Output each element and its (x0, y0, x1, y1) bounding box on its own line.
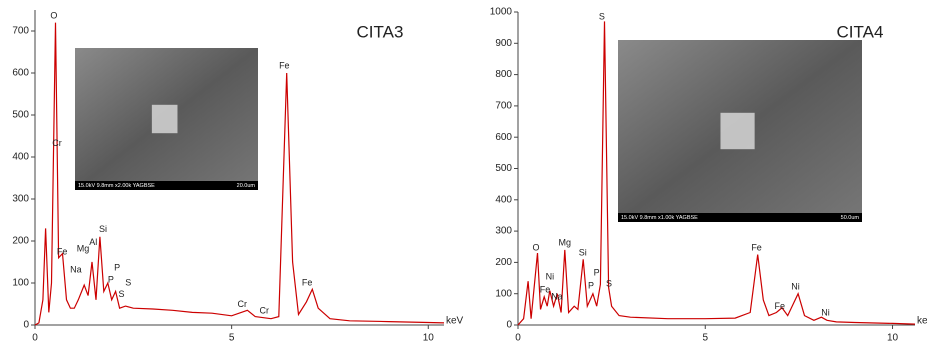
sem-caption: 15.0kV 9.8mm x2.00k YAGBSE (78, 183, 155, 189)
y-tick-label: 600 (12, 68, 29, 79)
y-tick-label: 900 (495, 38, 512, 49)
y-tick-label: 600 (495, 132, 512, 143)
x-tick-label: 5 (702, 333, 708, 342)
peak-label: Ni (791, 282, 800, 292)
spectrum-line (34, 22, 445, 326)
peak-label: P (114, 262, 120, 272)
x-tick-label: 10 (423, 333, 435, 342)
y-tick-label: 400 (12, 152, 29, 163)
peak-label: P (588, 280, 594, 290)
sem-caption-bar (618, 213, 862, 222)
peak-label: Mg (559, 237, 572, 247)
peak-label: Al (89, 237, 97, 247)
peak-label: S (125, 277, 131, 287)
peak-label: S (119, 289, 125, 299)
y-tick-label: 0 (506, 320, 512, 331)
peak-label: Ni (821, 307, 830, 317)
x-axis-label: keV (446, 316, 464, 327)
y-tick-label: 300 (12, 194, 29, 205)
spectrum-line (517, 21, 916, 326)
x-tick-label: 10 (887, 333, 899, 342)
x-tick-label: 0 (515, 333, 521, 342)
y-tick-label: 500 (495, 163, 512, 174)
sem-highlight (720, 112, 755, 150)
sem-caption: 15.0kV 9.8mm x1.00k YAGBSE (621, 215, 698, 221)
peak-label: Cr (260, 306, 270, 316)
peak-label: Na (70, 264, 82, 274)
peak-label: Fe (57, 246, 68, 256)
y-tick-label: 700 (495, 101, 512, 112)
y-tick-label: 1000 (490, 7, 513, 18)
peak-label: Fe (302, 277, 313, 287)
peak-label: Si (99, 224, 107, 234)
peak-label: S (599, 11, 605, 21)
y-tick-label: 0 (23, 320, 29, 331)
peak-label: Si (579, 247, 587, 257)
y-tick-label: 800 (495, 69, 512, 80)
x-tick-label: 0 (32, 333, 38, 342)
x-axis-label: keV (917, 316, 927, 327)
peak-label: Fe (775, 301, 786, 311)
y-tick-label: 700 (12, 26, 29, 37)
peak-label: Fe (540, 284, 551, 294)
peak-label: Na (551, 292, 563, 302)
peak-label: Mg (77, 243, 90, 253)
peak-label: O (532, 242, 539, 252)
chart-title: CITA4 (837, 22, 884, 41)
peak-label: Fe (751, 242, 762, 252)
sem-scale: 20.0um (237, 183, 256, 189)
sem-caption-bar (75, 181, 258, 190)
peak-label: P (108, 274, 114, 284)
chart-title: CITA3 (357, 22, 404, 41)
peak-label: Cr (52, 138, 62, 148)
peak-label: Ni (546, 271, 555, 281)
y-tick-label: 400 (495, 194, 512, 205)
y-tick-label: 100 (12, 278, 29, 289)
y-tick-label: 200 (495, 257, 512, 268)
y-tick-label: 500 (12, 110, 29, 121)
sem-scale: 50.0um (841, 215, 860, 221)
peak-label: P (594, 267, 600, 277)
peak-label: O (50, 11, 57, 21)
peak-label: Fe (279, 61, 290, 71)
peak-label: Cr (238, 299, 248, 309)
peak-label: S (606, 278, 612, 288)
y-tick-label: 200 (12, 236, 29, 247)
y-tick-label: 300 (495, 226, 512, 237)
x-tick-label: 5 (229, 333, 235, 342)
y-tick-label: 100 (495, 288, 512, 299)
sem-highlight (151, 104, 178, 134)
